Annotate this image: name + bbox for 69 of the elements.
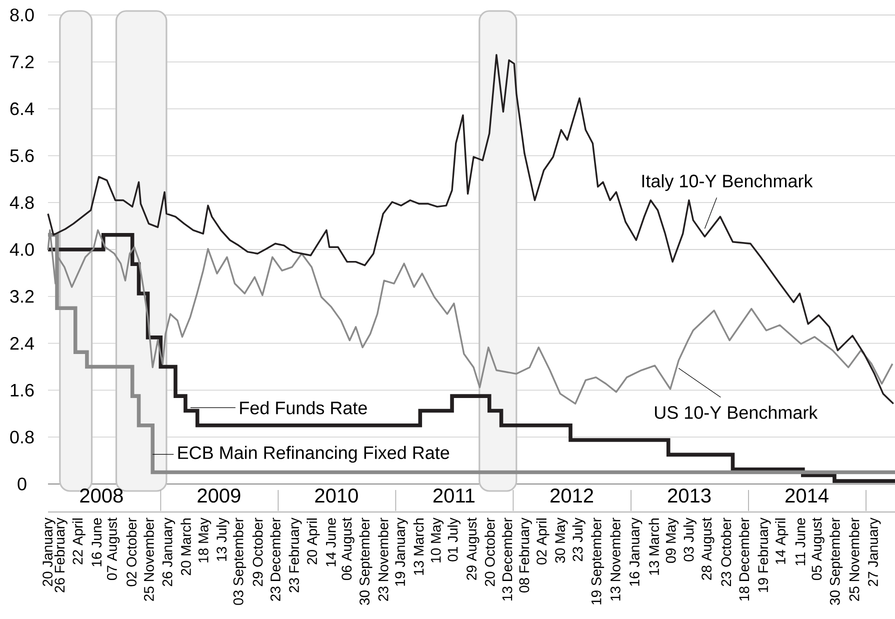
y-tick-label: 0.8 <box>10 430 34 444</box>
x-tick-label: 16 June <box>92 518 102 566</box>
x-tick-label: 23 October <box>720 518 732 586</box>
x-tick-label: 05 August <box>812 518 824 580</box>
x-tick-label: 19 February <box>758 518 771 592</box>
x-tick-label: 26 January <box>162 518 176 586</box>
x-tick-label: 20 April <box>306 518 320 564</box>
x-tick-label: 07 August <box>107 518 120 580</box>
x-tick-label: 30 September <box>359 518 372 605</box>
x-tick-label: 02 October <box>126 518 137 586</box>
series-label: US 10-Y Benchmark <box>655 406 818 419</box>
x-tick-label: 25 November <box>144 518 154 601</box>
x-tick-label: 23 February <box>288 518 302 592</box>
x2-tick-label: 2014 <box>786 488 828 503</box>
x-tick-label: 18 May <box>198 518 212 562</box>
x-tick-label: 23 December <box>270 518 280 601</box>
x-tick-label: 30 September <box>830 518 843 605</box>
x-tick-label: 14 April <box>775 518 788 564</box>
x-tick-label: 03 September <box>233 518 246 605</box>
x-tick-label: 23 November <box>378 518 388 601</box>
x-tick-label: 13 July <box>216 518 230 561</box>
x-tick-label: 03 July <box>683 518 696 562</box>
x-tick-label: 08 February <box>518 518 532 592</box>
y-tick-label: 6.4 <box>10 102 34 116</box>
x2-tick-label: 2013 <box>668 488 711 503</box>
x-tick-label: 18 December <box>738 518 750 601</box>
x-tick-label: 26 February <box>54 518 68 592</box>
x-tick-label: 19 September <box>591 518 604 604</box>
x-tick-label: 02 April <box>536 518 550 564</box>
y-tick-label: 7.2 <box>10 56 34 68</box>
y-tick-label: 3.2 <box>10 290 34 303</box>
x-tick-label: 29 October <box>252 518 263 586</box>
y-tick-label: 1.6 <box>10 384 34 397</box>
x-tick-label: 13 March <box>413 518 424 575</box>
series-label: Italy 10-Y Benchmark <box>642 174 813 191</box>
x-tick-label: 28 August <box>702 518 714 580</box>
x-tick-label: 06 August <box>342 518 354 580</box>
x-tick-label: 27 January <box>868 518 881 586</box>
x-tick-label: 23 July <box>572 518 586 562</box>
x-tick-label: 20 March <box>180 518 191 576</box>
x-tick-label: 09 May <box>666 518 679 563</box>
x-tick-label: 13 March <box>648 518 660 575</box>
y-tick-label: 8.0 <box>10 8 34 22</box>
x2-tick-label: 2011 <box>433 488 474 503</box>
y-tick-label: 5.6 <box>10 149 34 162</box>
x-tick-label: 20 January <box>42 518 56 586</box>
x2-tick-label: 2008 <box>80 488 123 503</box>
x-tick-label: 16 January <box>630 518 642 586</box>
x-tick-label: 19 January <box>395 518 408 586</box>
x-tick-label: 14 June <box>326 518 336 566</box>
x2-tick-label: 2012 <box>550 488 594 503</box>
y-tick-label: 0 <box>18 478 26 490</box>
x-tick-label: 10 May <box>430 518 444 562</box>
x-tick-label: 29 August <box>466 518 480 580</box>
x2-tick-label: 2009 <box>198 488 240 503</box>
x-tick-label: 01 July <box>447 518 460 562</box>
x-tick-label: 20 October <box>484 518 495 586</box>
x-tick-label: 30 May <box>555 518 568 563</box>
x-tick-label: 11 June <box>795 518 806 566</box>
x-tick-label: 25 November <box>848 518 860 601</box>
y-tick-label: 2.4 <box>10 337 34 350</box>
series-label: Fed Funds Rate <box>240 401 367 414</box>
x-tick-label: 13 December <box>502 518 512 601</box>
y-tick-label: 4.0 <box>10 243 34 256</box>
x2-tick-label: 2010 <box>315 488 358 503</box>
series-label: ECB Main Refinancing Fixed Rate <box>178 446 450 463</box>
x-tick-label: 13 November <box>610 518 620 601</box>
y-tick-label: 4.8 <box>10 196 34 209</box>
x-tick-label: 22 April <box>72 518 86 564</box>
